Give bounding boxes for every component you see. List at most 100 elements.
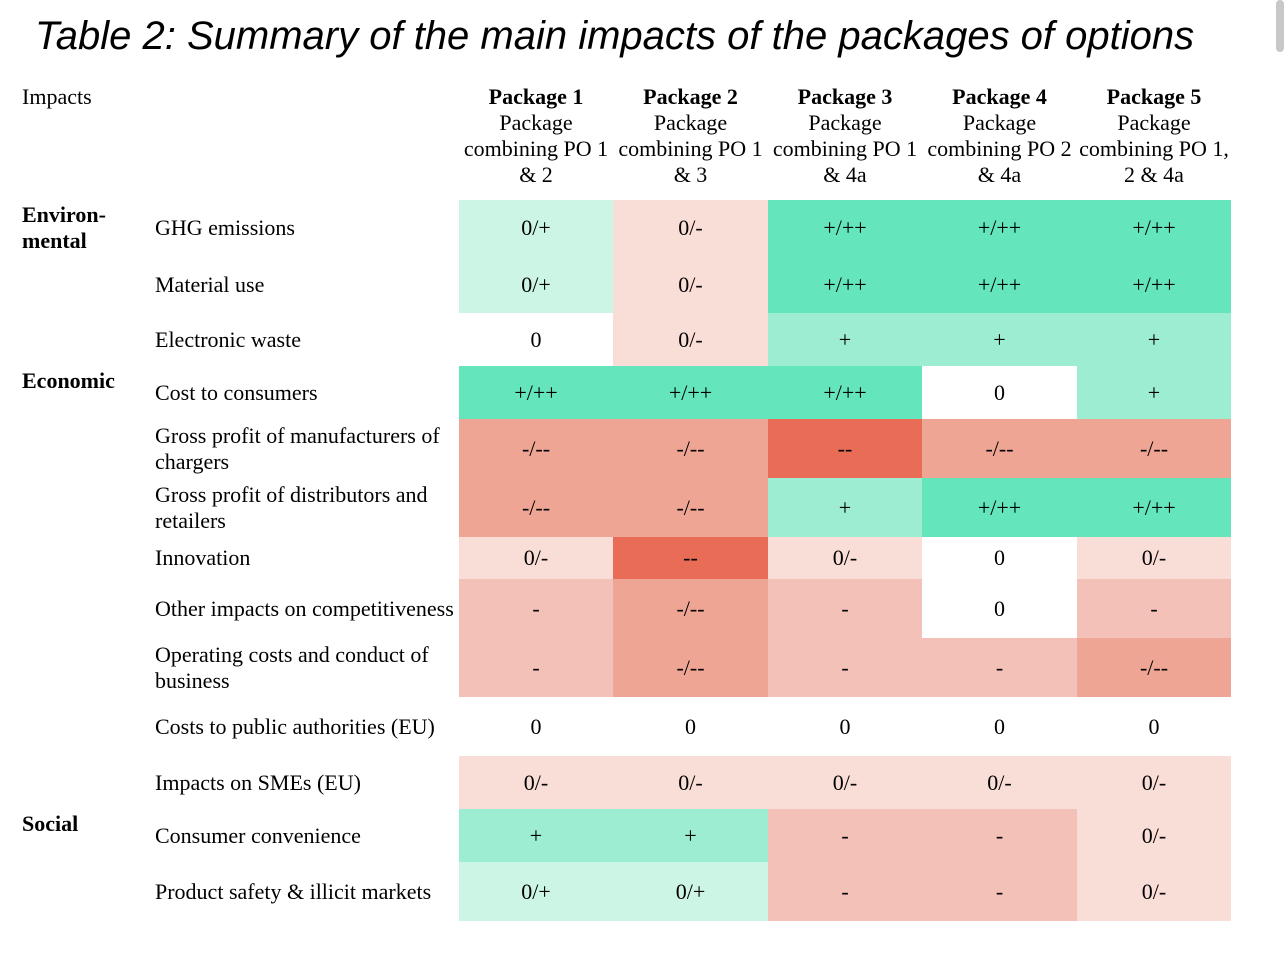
table-cell: +/++: [613, 366, 768, 419]
table-cell: -: [922, 809, 1077, 862]
table-cell: +/++: [459, 366, 613, 419]
table-cell: 0/-: [1077, 862, 1231, 921]
package-title: Package 2: [643, 84, 738, 109]
table-cell: -: [922, 638, 1077, 697]
label-header-spacer: [151, 84, 459, 200]
package-title: Package 3: [797, 84, 893, 109]
table-cell: +/++: [1077, 256, 1231, 313]
package-description: Package combining PO 1 & 3: [618, 110, 763, 187]
table-row: Product safety & illicit markets 0/+ 0/+…: [18, 862, 1231, 921]
package-description: Package combining PO 1, 2 & 4a: [1079, 110, 1229, 187]
package-title: Package 4: [952, 84, 1047, 109]
category-environmental: Environ-mental: [22, 202, 106, 253]
table-cell: 0/-: [922, 756, 1077, 809]
table-cell: -: [922, 862, 1077, 921]
table-cell: -: [768, 809, 922, 862]
page-title: Table 2: Summary of the main impacts of …: [35, 14, 1195, 58]
table-cell: +: [1077, 313, 1231, 366]
table-row: Operating costs and conduct of business …: [18, 638, 1231, 697]
table-cell: 0/-: [1077, 537, 1231, 579]
table-cell: 0/-: [613, 200, 768, 256]
table-cell: +: [768, 478, 922, 537]
header-row: Impacts Package 1 Package combining PO 1…: [18, 84, 1231, 200]
table-cell: 0: [922, 537, 1077, 579]
table-cell: 0: [613, 697, 768, 756]
table-cell: -/--: [1077, 419, 1231, 478]
table-cell: 0: [459, 697, 613, 756]
row-label: Electronic waste: [155, 326, 301, 352]
table-cell: -/--: [613, 478, 768, 537]
category-economic: Economic: [22, 368, 115, 393]
category-social: Social: [22, 811, 79, 836]
table-cell: 0/-: [768, 537, 922, 579]
table-cell: 0/-: [613, 756, 768, 809]
table-cell: +/++: [1077, 200, 1231, 256]
table-cell: +/++: [1077, 478, 1231, 537]
row-label: Impacts on SMEs (EU): [155, 769, 361, 795]
table-cell: -/--: [459, 478, 613, 537]
table-cell: -/--: [459, 419, 613, 478]
table-row: Material use 0/+ 0/- +/++ +/++ +/++: [18, 256, 1231, 313]
row-label: Other impacts on competitiveness: [155, 595, 454, 621]
table-cell: -/--: [1077, 638, 1231, 697]
table-cell: +/++: [768, 256, 922, 313]
package-description: Package combining PO 1 & 2: [463, 110, 609, 187]
package-title: Package 5: [1106, 84, 1202, 109]
row-label: Material use: [155, 271, 265, 297]
table-cell: 0/-: [613, 256, 768, 313]
table-row: Innovation 0/- -- 0/- 0 0/-: [18, 537, 1231, 579]
row-label: Product safety & illicit markets: [155, 878, 432, 904]
table-cell: -/--: [613, 579, 768, 638]
scrollbar[interactable]: [1276, 0, 1284, 52]
table-cell: 0: [1077, 697, 1231, 756]
table-cell: 0/-: [1077, 809, 1231, 862]
table-cell: --: [613, 537, 768, 579]
impacts-table: Impacts Package 1 Package combining PO 1…: [18, 84, 1231, 921]
table-cell: +: [1077, 366, 1231, 419]
package-5-header: Package 5 Package combining PO 1, 2 & 4a: [1077, 84, 1231, 200]
table-cell: -: [459, 579, 613, 638]
table-cell: 0/+: [459, 256, 613, 313]
table-cell: -: [459, 638, 613, 697]
table-cell: 0/-: [1077, 756, 1231, 809]
table-cell: -/--: [922, 419, 1077, 478]
table-cell: --: [768, 419, 922, 478]
table-row: Gross profit of manufacturers of charger…: [18, 419, 1231, 478]
table-cell: 0/-: [768, 756, 922, 809]
table-cell: 0/+: [459, 200, 613, 256]
table-cell: 0/+: [459, 862, 613, 921]
table-row: Social Consumer convenience + + - - 0/-: [18, 809, 1231, 862]
row-label: Consumer convenience: [155, 822, 361, 848]
table-cell: 0/+: [613, 862, 768, 921]
table-row: Electronic waste 0 0/- + + +: [18, 313, 1231, 366]
table-cell: -/--: [613, 638, 768, 697]
table-cell: 0: [768, 697, 922, 756]
table-cell: 0: [922, 366, 1077, 419]
table-cell: 0: [459, 313, 613, 366]
table-row: Costs to public authorities (EU) 0 0 0 0…: [18, 697, 1231, 756]
table-row: Other impacts on competitiveness - -/-- …: [18, 579, 1231, 638]
table-cell: 0: [922, 579, 1077, 638]
impacts-header: Impacts: [22, 84, 92, 109]
row-label: GHG emissions: [155, 215, 295, 240]
row-label: Cost to consumers: [155, 379, 318, 405]
table-cell: 0/-: [613, 313, 768, 366]
row-label: Operating costs and conduct of business: [155, 641, 429, 693]
table-cell: +/++: [922, 200, 1077, 256]
table-row: Environ-mental GHG emissions 0/+ 0/- +/+…: [18, 200, 1231, 256]
row-label: Gross profit of manufacturers of charger…: [155, 422, 440, 474]
table-cell: +: [613, 809, 768, 862]
package-description: Package combining PO 2 & 4a: [927, 110, 1072, 187]
table-cell: -: [1077, 579, 1231, 638]
table-row: Economic Cost to consumers +/++ +/++ +/+…: [18, 366, 1231, 419]
table-row: Gross profit of distributors and retaile…: [18, 478, 1231, 537]
row-label: Innovation: [155, 545, 251, 570]
package-3-header: Package 3 Package combining PO 1 & 4a: [768, 84, 922, 200]
table-cell: +/++: [768, 366, 922, 419]
table-cell: 0/-: [459, 756, 613, 809]
table-row: Impacts on SMEs (EU) 0/- 0/- 0/- 0/- 0/-: [18, 756, 1231, 809]
table-cell: +/++: [768, 200, 922, 256]
table-cell: +: [922, 313, 1077, 366]
package-title: Package 1: [488, 84, 584, 109]
table-cell: -: [768, 579, 922, 638]
